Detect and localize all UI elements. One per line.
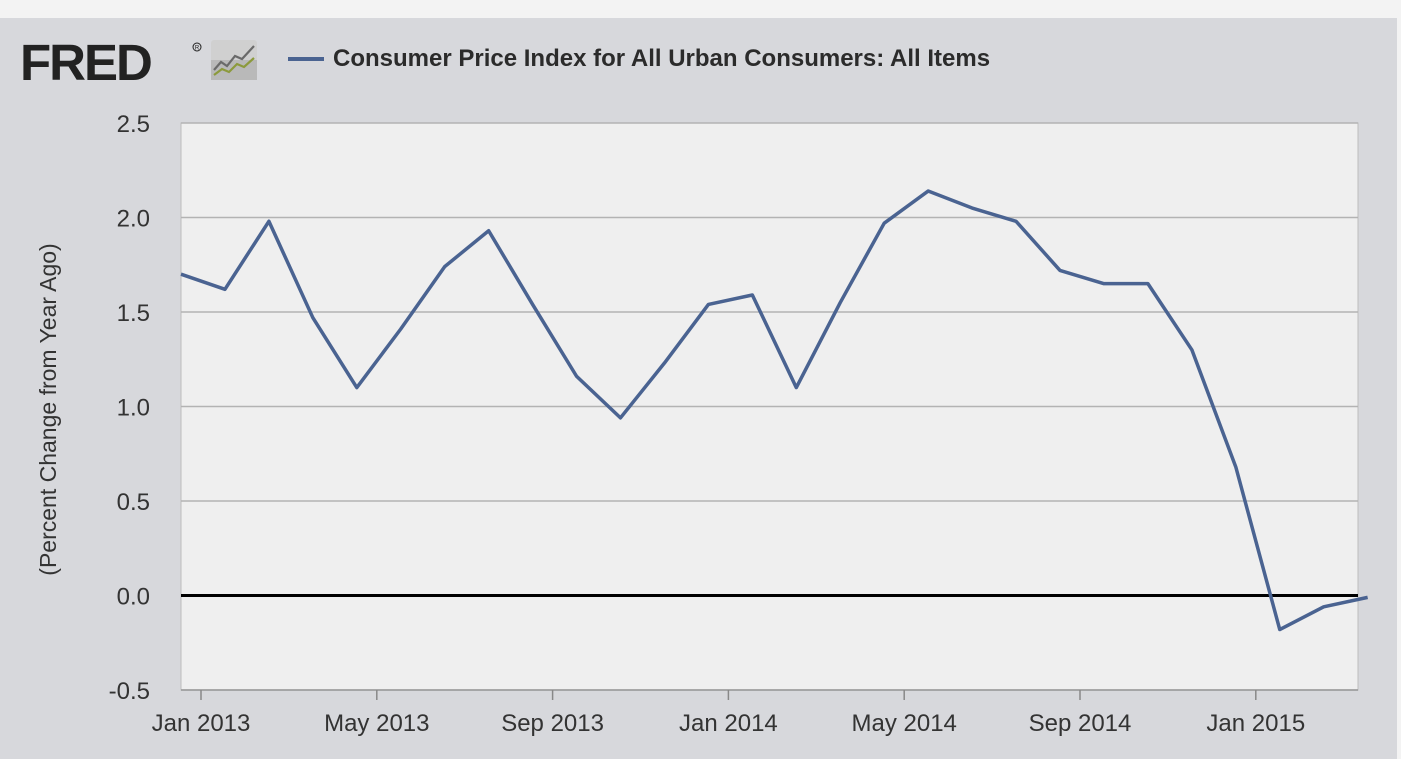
x-tick-label: Jan 2013 <box>152 710 251 737</box>
data-point[interactable] <box>1321 604 1327 610</box>
data-point[interactable] <box>178 271 184 277</box>
x-tick-label: Sep 2014 <box>1029 710 1132 737</box>
data-point[interactable] <box>222 286 228 292</box>
y-tick-label: -0.5 <box>109 678 150 705</box>
data-point[interactable] <box>705 301 711 307</box>
data-point[interactable] <box>1013 218 1019 224</box>
data-point[interactable] <box>486 228 492 234</box>
fred-logo[interactable]: FRED R <box>20 37 257 88</box>
data-point[interactable] <box>925 188 931 194</box>
y-tick-label: 1.5 <box>117 300 150 327</box>
data-point[interactable] <box>749 292 755 298</box>
data-point[interactable] <box>266 218 272 224</box>
data-point[interactable] <box>574 373 580 379</box>
data-point[interactable] <box>661 360 667 366</box>
y-tick-label: 2.0 <box>117 206 150 233</box>
svg-text:R: R <box>195 46 200 52</box>
data-point[interactable] <box>1277 627 1283 633</box>
data-point[interactable] <box>1101 281 1107 287</box>
data-point[interactable] <box>1145 281 1151 287</box>
registered-mark-icon: R <box>192 42 202 52</box>
x-axis: Jan 2013 May 2013 Sep 2013 Jan 2014 May 2014… <box>152 689 1358 737</box>
y-tick-label: 0.5 <box>117 489 150 516</box>
data-point[interactable] <box>793 385 799 391</box>
fred-logo-text: FRED <box>20 34 153 91</box>
legend: Consumer Price Index for All Urban Consu… <box>288 44 990 74</box>
y-tick-label: 0.0 <box>117 584 150 611</box>
line-chart-icon <box>211 40 257 80</box>
data-point[interactable] <box>442 264 448 270</box>
data-point[interactable] <box>1365 594 1371 600</box>
y-axis-title: (Percent Change from Year Ago) <box>35 243 61 575</box>
data-point[interactable] <box>969 205 975 211</box>
y-tick-label: 1.0 <box>117 395 150 422</box>
legend-label: Consumer Price Index for All Urban Consu… <box>333 45 991 72</box>
x-tick-label: May 2014 <box>851 710 956 737</box>
x-tick-label: May 2013 <box>324 710 429 737</box>
series-line <box>180 189 1369 632</box>
data-point[interactable] <box>398 326 404 332</box>
y-axis: 2.5 2.0 1.5 1.0 0.5 0.0 -0.5 <box>109 111 150 705</box>
data-point[interactable] <box>1057 267 1063 273</box>
data-point[interactable] <box>881 220 887 226</box>
data-point[interactable] <box>354 385 360 391</box>
data-point[interactable] <box>837 300 843 306</box>
x-tick-label: Jan 2014 <box>679 710 778 737</box>
legend-swatch <box>288 57 324 61</box>
data-point[interactable] <box>618 415 624 421</box>
data-point[interactable] <box>530 301 536 307</box>
data-point[interactable] <box>1233 464 1239 470</box>
x-tick-label: Sep 2013 <box>501 710 604 737</box>
y-tick-label: 2.5 <box>117 111 150 138</box>
x-tick-label: Jan 2015 <box>1206 710 1305 737</box>
data-point[interactable] <box>1189 347 1195 353</box>
data-point[interactable] <box>310 315 316 321</box>
